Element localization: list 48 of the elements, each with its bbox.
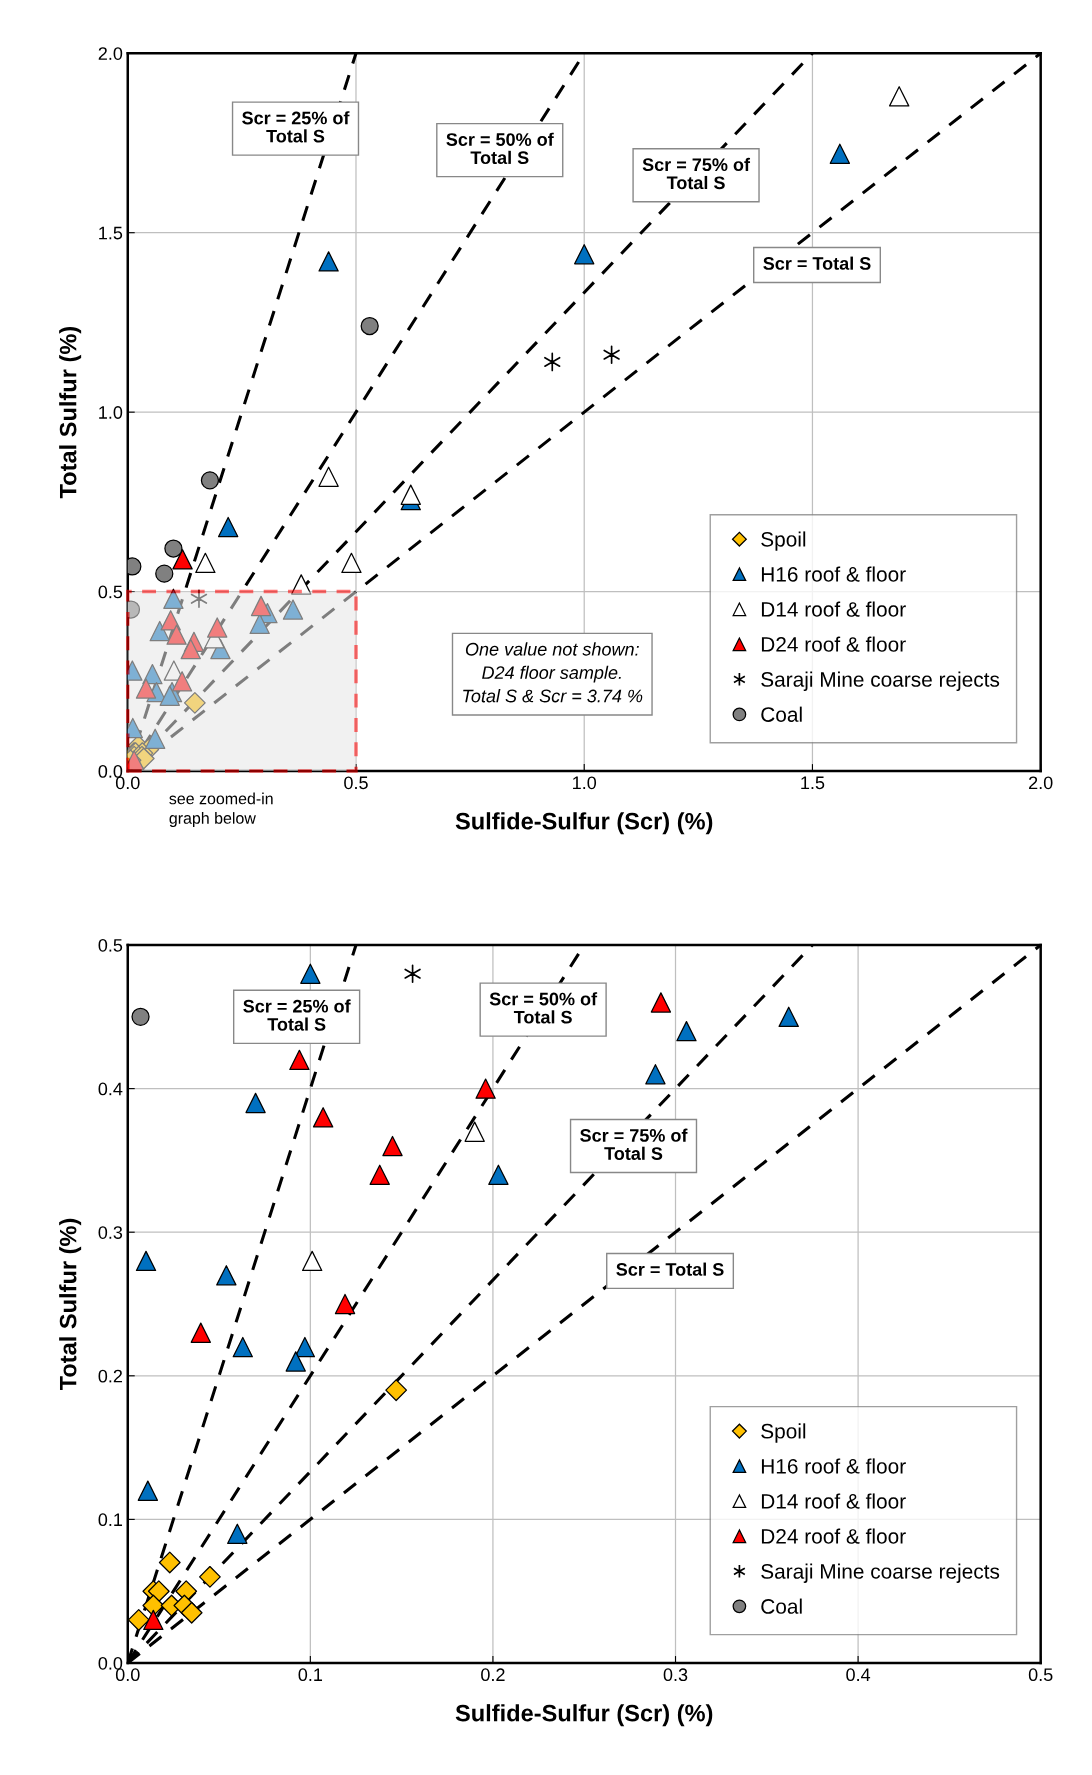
y-tick-label: 0.1 xyxy=(98,1513,123,1527)
legend-label: Spoil xyxy=(761,1423,806,1443)
y-tick-label: 0.2 xyxy=(98,1369,122,1383)
y-tick-label: 0.0 xyxy=(98,1656,123,1670)
text: see zoomed-in graph below xyxy=(169,792,273,827)
x-tick-label: 1.0 xyxy=(573,776,597,790)
legend-label: D24 roof & floor xyxy=(761,1528,906,1544)
series-label: Scr = 50% of Total S xyxy=(489,992,598,1024)
y-tick-label: 0.0 xyxy=(98,764,123,778)
x-tick-label: 0.2 xyxy=(481,1668,505,1682)
annotation: One value not shown: D24 floor sample. Total S & Scr = 3.74 % xyxy=(463,642,643,703)
series-label: Scr = Total S xyxy=(763,256,871,270)
y-tick-label: 1.0 xyxy=(99,406,123,419)
x-tick-label: 0.0 xyxy=(115,776,140,790)
legend-label: Coal xyxy=(761,1598,802,1614)
legend-label: Coal xyxy=(761,706,802,722)
x-axis-title: Sulfide-Sulfur (Scr) (%) xyxy=(455,812,713,835)
legend-label: D14 roof & floor xyxy=(761,601,906,617)
x-tick-label: 0.5 xyxy=(344,776,368,790)
series-label: Scr = 25% of Total S xyxy=(243,999,351,1031)
legend-label: Saraji Mine coarse rejects xyxy=(761,1563,1000,1583)
y-axis-title: Total Sulfur (%) xyxy=(59,1218,82,1391)
series-label: Scr = Total S xyxy=(616,1262,724,1276)
series-label: Scr = 50% of Total S xyxy=(446,132,554,165)
legend-label: Saraji Mine coarse rejects xyxy=(761,671,1000,691)
y-tick-label: 0.5 xyxy=(98,938,123,952)
x-tick-label: 2.0 xyxy=(1029,776,1053,790)
x-tick-label: 0.3 xyxy=(663,1668,688,1682)
x-tick-label: 0.1 xyxy=(298,1668,323,1682)
legend-label: H16 roof & floor xyxy=(761,566,906,582)
legend-label: D24 roof & floor xyxy=(761,636,906,652)
x-tick-label: 0.5 xyxy=(1028,1668,1053,1682)
y-tick-label: 0.5 xyxy=(98,585,123,599)
x-axis-title: Sulfide-Sulfur (Scr) (%) xyxy=(455,1704,713,1727)
y-tick-label: 0.3 xyxy=(98,1226,123,1239)
legend-label: H16 roof & floor xyxy=(761,1458,906,1474)
series-label: Scr = 75% of Total S xyxy=(642,157,751,190)
x-tick-label: 0.0 xyxy=(115,1668,140,1682)
legend-label: Spoil xyxy=(761,531,806,551)
legend-label: D14 roof & floor xyxy=(761,1493,906,1509)
series-label: Scr = 75% of Total S xyxy=(580,1128,688,1160)
y-tick-label: 1.5 xyxy=(99,226,123,240)
y-tick-label: 2.0 xyxy=(98,47,123,60)
x-tick-label: 1.5 xyxy=(801,776,825,790)
y-tick-label: 0.4 xyxy=(98,1082,123,1096)
x-tick-label: 0.4 xyxy=(846,1668,871,1682)
y-axis-title: Total Sulfur (%) xyxy=(59,326,82,499)
series-label: Scr = 25% of Total S xyxy=(242,111,350,143)
